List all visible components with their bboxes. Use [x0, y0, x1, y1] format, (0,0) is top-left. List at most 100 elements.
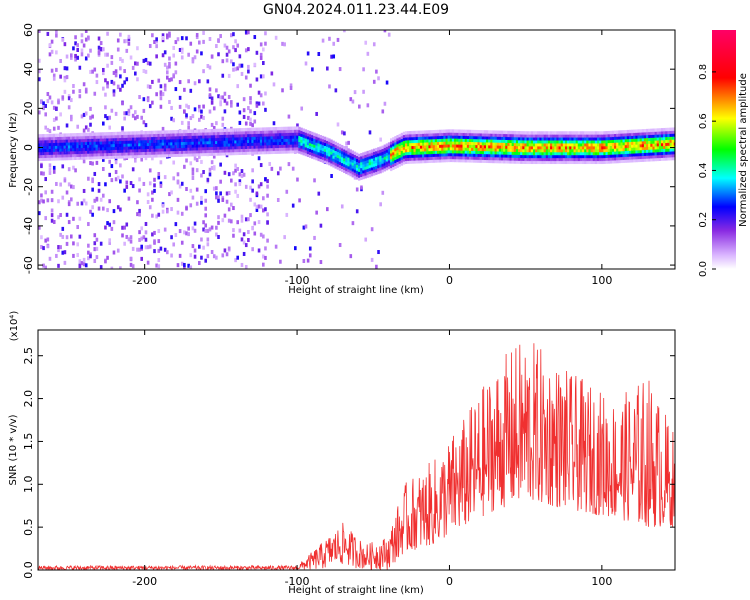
- spectrogram-cell: [78, 138, 81, 143]
- spectrogram-cell: [466, 129, 470, 134]
- spectrogram-cell: [264, 91, 267, 96]
- spectrogram-cell: [193, 132, 197, 136]
- spectrogram-cell: [234, 140, 237, 144]
- spectrogram-cell: [48, 157, 52, 161]
- spectrogram-cell: [168, 56, 171, 61]
- spectrogram-cell: [236, 84, 240, 89]
- spectrogram-cell: [358, 159, 361, 164]
- spectrogram-cell: [44, 145, 47, 150]
- spectrogram-cell: [166, 136, 169, 140]
- spectrogram-cell: [407, 134, 410, 138]
- spectrogram-cell: [368, 164, 372, 169]
- spectrogram-cell: [426, 153, 429, 158]
- spectrogram-cell: [208, 65, 212, 70]
- spectrogram-cell: [381, 151, 384, 155]
- spectrogram-cell: [483, 153, 487, 158]
- spectrogram-cell: [415, 154, 419, 158]
- spectrogram-cell: [547, 154, 551, 159]
- spectrogram-cell: [663, 145, 666, 149]
- spectrogram-cell: [272, 82, 276, 87]
- spectrogram-cell: [665, 136, 668, 141]
- spectrogram-cell: [673, 145, 675, 149]
- spectrogram-cell: [210, 140, 214, 145]
- spectrogram-cell: [291, 141, 295, 145]
- spectrogram-cell: [439, 141, 442, 145]
- spectrogram-cell: [321, 147, 325, 152]
- spectrogram-cell: [637, 146, 640, 151]
- spectrogram-cell: [515, 145, 519, 150]
- spectrogram-cell: [394, 156, 397, 161]
- spectrogram-cell: [59, 142, 62, 146]
- spectrogram-cell: [498, 148, 502, 152]
- spectrogram-cell: [417, 157, 421, 161]
- spectrogram-cell: [266, 144, 269, 149]
- spectrogram-cell: [513, 148, 517, 152]
- spectrogram-cell: [242, 145, 246, 150]
- spectrogram-cell: [624, 159, 628, 163]
- spectrogram-cell: [223, 137, 227, 141]
- spectrogram-cell: [99, 138, 103, 142]
- spectrogram-cell: [223, 146, 227, 150]
- spectrogram-cell: [142, 108, 146, 113]
- spectrogram-cell: [562, 151, 566, 156]
- spectrogram-cell: [336, 157, 340, 161]
- spectrogram-cell: [95, 147, 99, 151]
- spectrogram-cell: [298, 135, 301, 140]
- spectrogram-cell: [225, 252, 229, 257]
- spectrogram-cell: [528, 160, 532, 165]
- spectrogram-cell: [302, 258, 306, 263]
- spectrogram-cell: [426, 130, 429, 134]
- spectrogram-cell: [138, 230, 141, 235]
- spectrogram-cell: [157, 142, 160, 146]
- spectrogram-cell: [176, 132, 180, 137]
- spectrogram-cell: [168, 150, 171, 155]
- spectrogram-cell: [125, 155, 128, 159]
- spectrogram-cell: [340, 145, 344, 149]
- spectrogram-cell: [123, 149, 126, 153]
- spectrogram-cell: [622, 159, 625, 163]
- spectrogram-cell: [413, 136, 416, 141]
- spectrogram-cell: [669, 139, 672, 143]
- spectrogram-cell: [573, 143, 576, 147]
- spectrogram-cell: [234, 148, 237, 153]
- spectrogram-cell: [471, 132, 474, 137]
- spectrogram-cell: [560, 143, 564, 147]
- spectrogram-cell: [259, 150, 263, 155]
- spectrogram-cell: [379, 137, 382, 142]
- spectrogram-cell: [298, 132, 301, 137]
- spectrogram-cell: [225, 52, 229, 57]
- spectrogram-cell: [616, 145, 619, 149]
- spectrogram-cell: [392, 166, 395, 170]
- spectrogram-cell: [326, 155, 329, 159]
- spectrogram-cell: [603, 131, 606, 135]
- spectrogram-cell: [202, 115, 205, 120]
- spectrogram-cell: [614, 139, 617, 143]
- spectrogram-cell: [170, 253, 173, 258]
- spectrogram-cell: [481, 135, 485, 140]
- spectrogram-cell: [257, 142, 261, 146]
- spectrogram-cell: [262, 147, 265, 152]
- spectrogram-cell: [242, 151, 246, 155]
- spectrogram-cell: [537, 154, 540, 159]
- spectrogram-cell: [509, 154, 512, 158]
- spectrogram-y-tick-label: 40: [22, 62, 35, 76]
- spectrogram-cell: [259, 204, 263, 209]
- spectrogram-cell: [543, 131, 547, 135]
- spectrogram-cell: [183, 135, 186, 140]
- spectrogram-cell: [212, 106, 216, 111]
- spectrogram-cell: [157, 229, 161, 234]
- spectrogram-cell: [554, 131, 557, 135]
- spectrogram-cell: [511, 139, 515, 144]
- spectrogram-cell: [70, 98, 73, 103]
- spectrogram-cell: [91, 138, 94, 142]
- spectrogram-cell: [195, 132, 199, 136]
- spectrogram-cell: [343, 169, 346, 174]
- spectrogram-cell: [121, 83, 124, 88]
- spectrogram-cell: [138, 139, 141, 144]
- spectrogram-cell: [217, 140, 220, 144]
- spectrogram-cell: [151, 145, 154, 149]
- spectrogram-cell: [70, 156, 73, 161]
- spectrogram-cell: [219, 143, 222, 147]
- spectrogram-cell: [550, 151, 553, 156]
- spectrogram-cell: [567, 151, 570, 156]
